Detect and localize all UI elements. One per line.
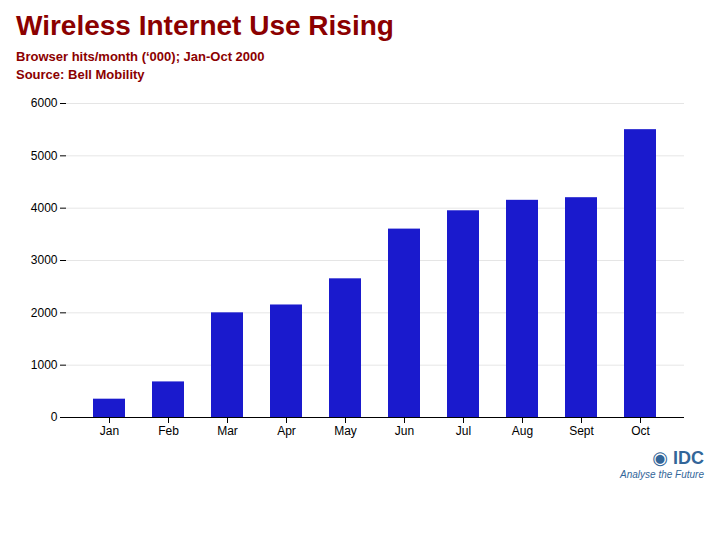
svg-text:5000: 5000 — [31, 149, 58, 163]
html-text:Wireless Internet Use Rising: Wireless Internet Use Rising — [16, 10, 394, 41]
html-text:Browser hits/month (‘000); Jan: Browser hits/month (‘000); Jan-Oct 2000 — [16, 49, 265, 65]
svg-text:Mar: Mar — [217, 424, 238, 438]
svg-text:Jan: Jan — [100, 424, 119, 438]
svg-text:May: May — [334, 424, 357, 438]
svg-text:Sept: Sept — [569, 424, 594, 438]
svg-text:1000: 1000 — [31, 358, 58, 372]
svg-text:Apr: Apr — [277, 424, 296, 438]
svg-text:0: 0 — [51, 411, 58, 425]
svg-text:3000: 3000 — [31, 254, 58, 268]
svg-text:6000: 6000 — [31, 97, 58, 111]
svg-text:2000: 2000 — [31, 306, 58, 320]
svg-text:Jul: Jul — [456, 424, 471, 438]
svg-text:Jun: Jun — [395, 424, 414, 438]
html-text:Analyse the Future: Analyse the Future — [620, 469, 704, 481]
svg-text:Oct: Oct — [631, 424, 650, 438]
html-text:Source: Bell Mobility: Source: Bell Mobility — [16, 66, 145, 82]
svg-text:Feb: Feb — [158, 424, 179, 438]
svg-text:4000: 4000 — [31, 201, 58, 215]
svg-text:Aug: Aug — [512, 424, 533, 438]
html-text:◉ IDC: ◉ IDC — [652, 448, 704, 469]
